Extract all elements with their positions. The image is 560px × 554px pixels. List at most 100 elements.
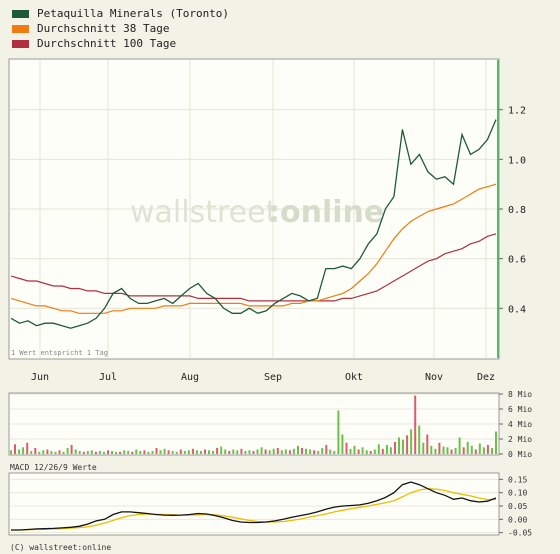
ma38-line: [10, 183, 497, 314]
volume-bar: [42, 450, 45, 455]
volume-bar: [54, 451, 57, 455]
volume-bar: [414, 395, 417, 454]
volume-y-tick-label-2: 4 Mio: [508, 420, 532, 429]
volume-bar: [317, 451, 320, 454]
volume-bar: [139, 451, 142, 454]
volume-bar: [232, 449, 235, 454]
volume-bar: [167, 450, 170, 455]
signal-line: [11, 488, 497, 531]
volume-bar: [345, 442, 348, 455]
volume-bar: [430, 445, 433, 455]
volume-bar: [111, 451, 113, 454]
volume-y-tick-label-1: 2 Mio: [508, 435, 532, 444]
volume-bar: [216, 448, 219, 454]
volume-bar: [305, 448, 307, 455]
volume-bar: [187, 450, 190, 455]
x-tick-label-dez: Dez: [477, 372, 495, 383]
y-tick-label-2: 0.8: [508, 205, 526, 216]
volume-bar: [200, 451, 202, 454]
volume-bar: [381, 448, 384, 455]
volume-bar: [86, 451, 89, 454]
macd-panel: [8, 472, 500, 536]
x-tick-label-nov: Nov: [425, 372, 443, 383]
volume-bar: [191, 448, 194, 455]
volume-bar: [321, 448, 324, 454]
volume-bar: [309, 449, 312, 454]
volume-bar: [26, 442, 29, 455]
volume-bar: [422, 442, 425, 455]
watermark: wallstreet: [130, 195, 278, 230]
volume-bar: [329, 449, 332, 454]
volume-bar: [301, 448, 303, 454]
volume-bar: [462, 447, 465, 455]
volume-bar: [349, 448, 352, 455]
volume-bar: [22, 447, 25, 455]
price-y-axis: 0.4 0.6 0.8 1.0 1.2: [499, 106, 526, 315]
volume-bar: [280, 450, 283, 455]
volume-bar: [272, 448, 275, 455]
volume-bar: [325, 445, 328, 454]
volume-bar: [195, 450, 198, 455]
volume-bar: [470, 445, 473, 455]
volume-y-axis: 0 Mio 2 Mio 4 Mio 6 Mio 8 Mio: [499, 390, 532, 459]
legend-item-ma100[interactable]: Durchschnitt 100 Tage: [12, 36, 229, 51]
volume-bar: [389, 447, 392, 455]
volume-bar: [297, 445, 299, 455]
volume-bar: [10, 450, 12, 455]
legend-label-price: Petaquilla Minerals (Toronto): [37, 7, 230, 20]
volume-bar: [264, 449, 267, 454]
volume-y-tick-label-0: 0 Mio: [508, 450, 532, 459]
resolution-note: 1 Wert entspricht 1 Tag: [11, 349, 108, 357]
volume-bar: [482, 447, 485, 455]
volume-bar: [373, 449, 376, 454]
volume-bar: [155, 448, 158, 454]
volume-bar: [224, 449, 227, 454]
volume-bar: [78, 451, 81, 454]
volume-bar: [361, 447, 364, 455]
volume-bar: [406, 435, 409, 455]
volume-bar: [442, 446, 445, 454]
volume-bar: [369, 451, 372, 454]
legend-swatch-ma100: [12, 39, 29, 48]
legend-item-price[interactable]: Petaquilla Minerals (Toronto): [12, 6, 229, 21]
volume-bar: [377, 444, 380, 455]
volume-bar: [426, 434, 429, 454]
y-tick-label-3: 1.0: [508, 155, 526, 166]
volume-bar: [94, 451, 97, 455]
volume-bar: [446, 447, 449, 455]
volume-bar: [486, 445, 489, 454]
volume-bar: [220, 446, 223, 454]
volume-bar: [14, 444, 16, 455]
macd-lines: [11, 481, 497, 531]
volume-bar: [450, 449, 453, 454]
macd-y-tick-label-3: 0.10: [508, 489, 527, 498]
macd-y-axis: -0.05 0.00 0.05 0.10 0.15: [499, 475, 532, 538]
volume-bar: [119, 451, 122, 455]
volume-bar: [236, 450, 239, 455]
macd-label: MACD 12/26/9 Werte: [10, 463, 97, 472]
volume-bar: [50, 451, 53, 454]
volume-bar: [313, 450, 316, 455]
volume-grid: [10, 393, 498, 440]
volume-bar: [30, 451, 33, 454]
volume-bar: [90, 450, 93, 455]
volume-bar: [398, 437, 400, 454]
volume-bar: [131, 451, 134, 455]
volume-bar: [62, 451, 65, 455]
volume-bar: [46, 449, 49, 454]
volume-bar: [163, 448, 166, 455]
volume-bar: [147, 451, 150, 455]
volume-bar: [244, 451, 247, 454]
volume-bars: [10, 395, 497, 455]
macd-grid: [10, 478, 498, 534]
volume-bar: [171, 451, 174, 454]
volume-bar: [357, 449, 360, 454]
volume-bar: [107, 450, 109, 455]
volume-bar: [175, 451, 178, 455]
macd-y-tick-label-2: 0.05: [508, 502, 527, 511]
legend-item-ma38[interactable]: Durchschnitt 38 Tage: [12, 21, 229, 36]
x-tick-label-aug: Aug: [181, 372, 199, 383]
volume-bar: [127, 451, 130, 454]
volume-bar: [256, 449, 259, 454]
